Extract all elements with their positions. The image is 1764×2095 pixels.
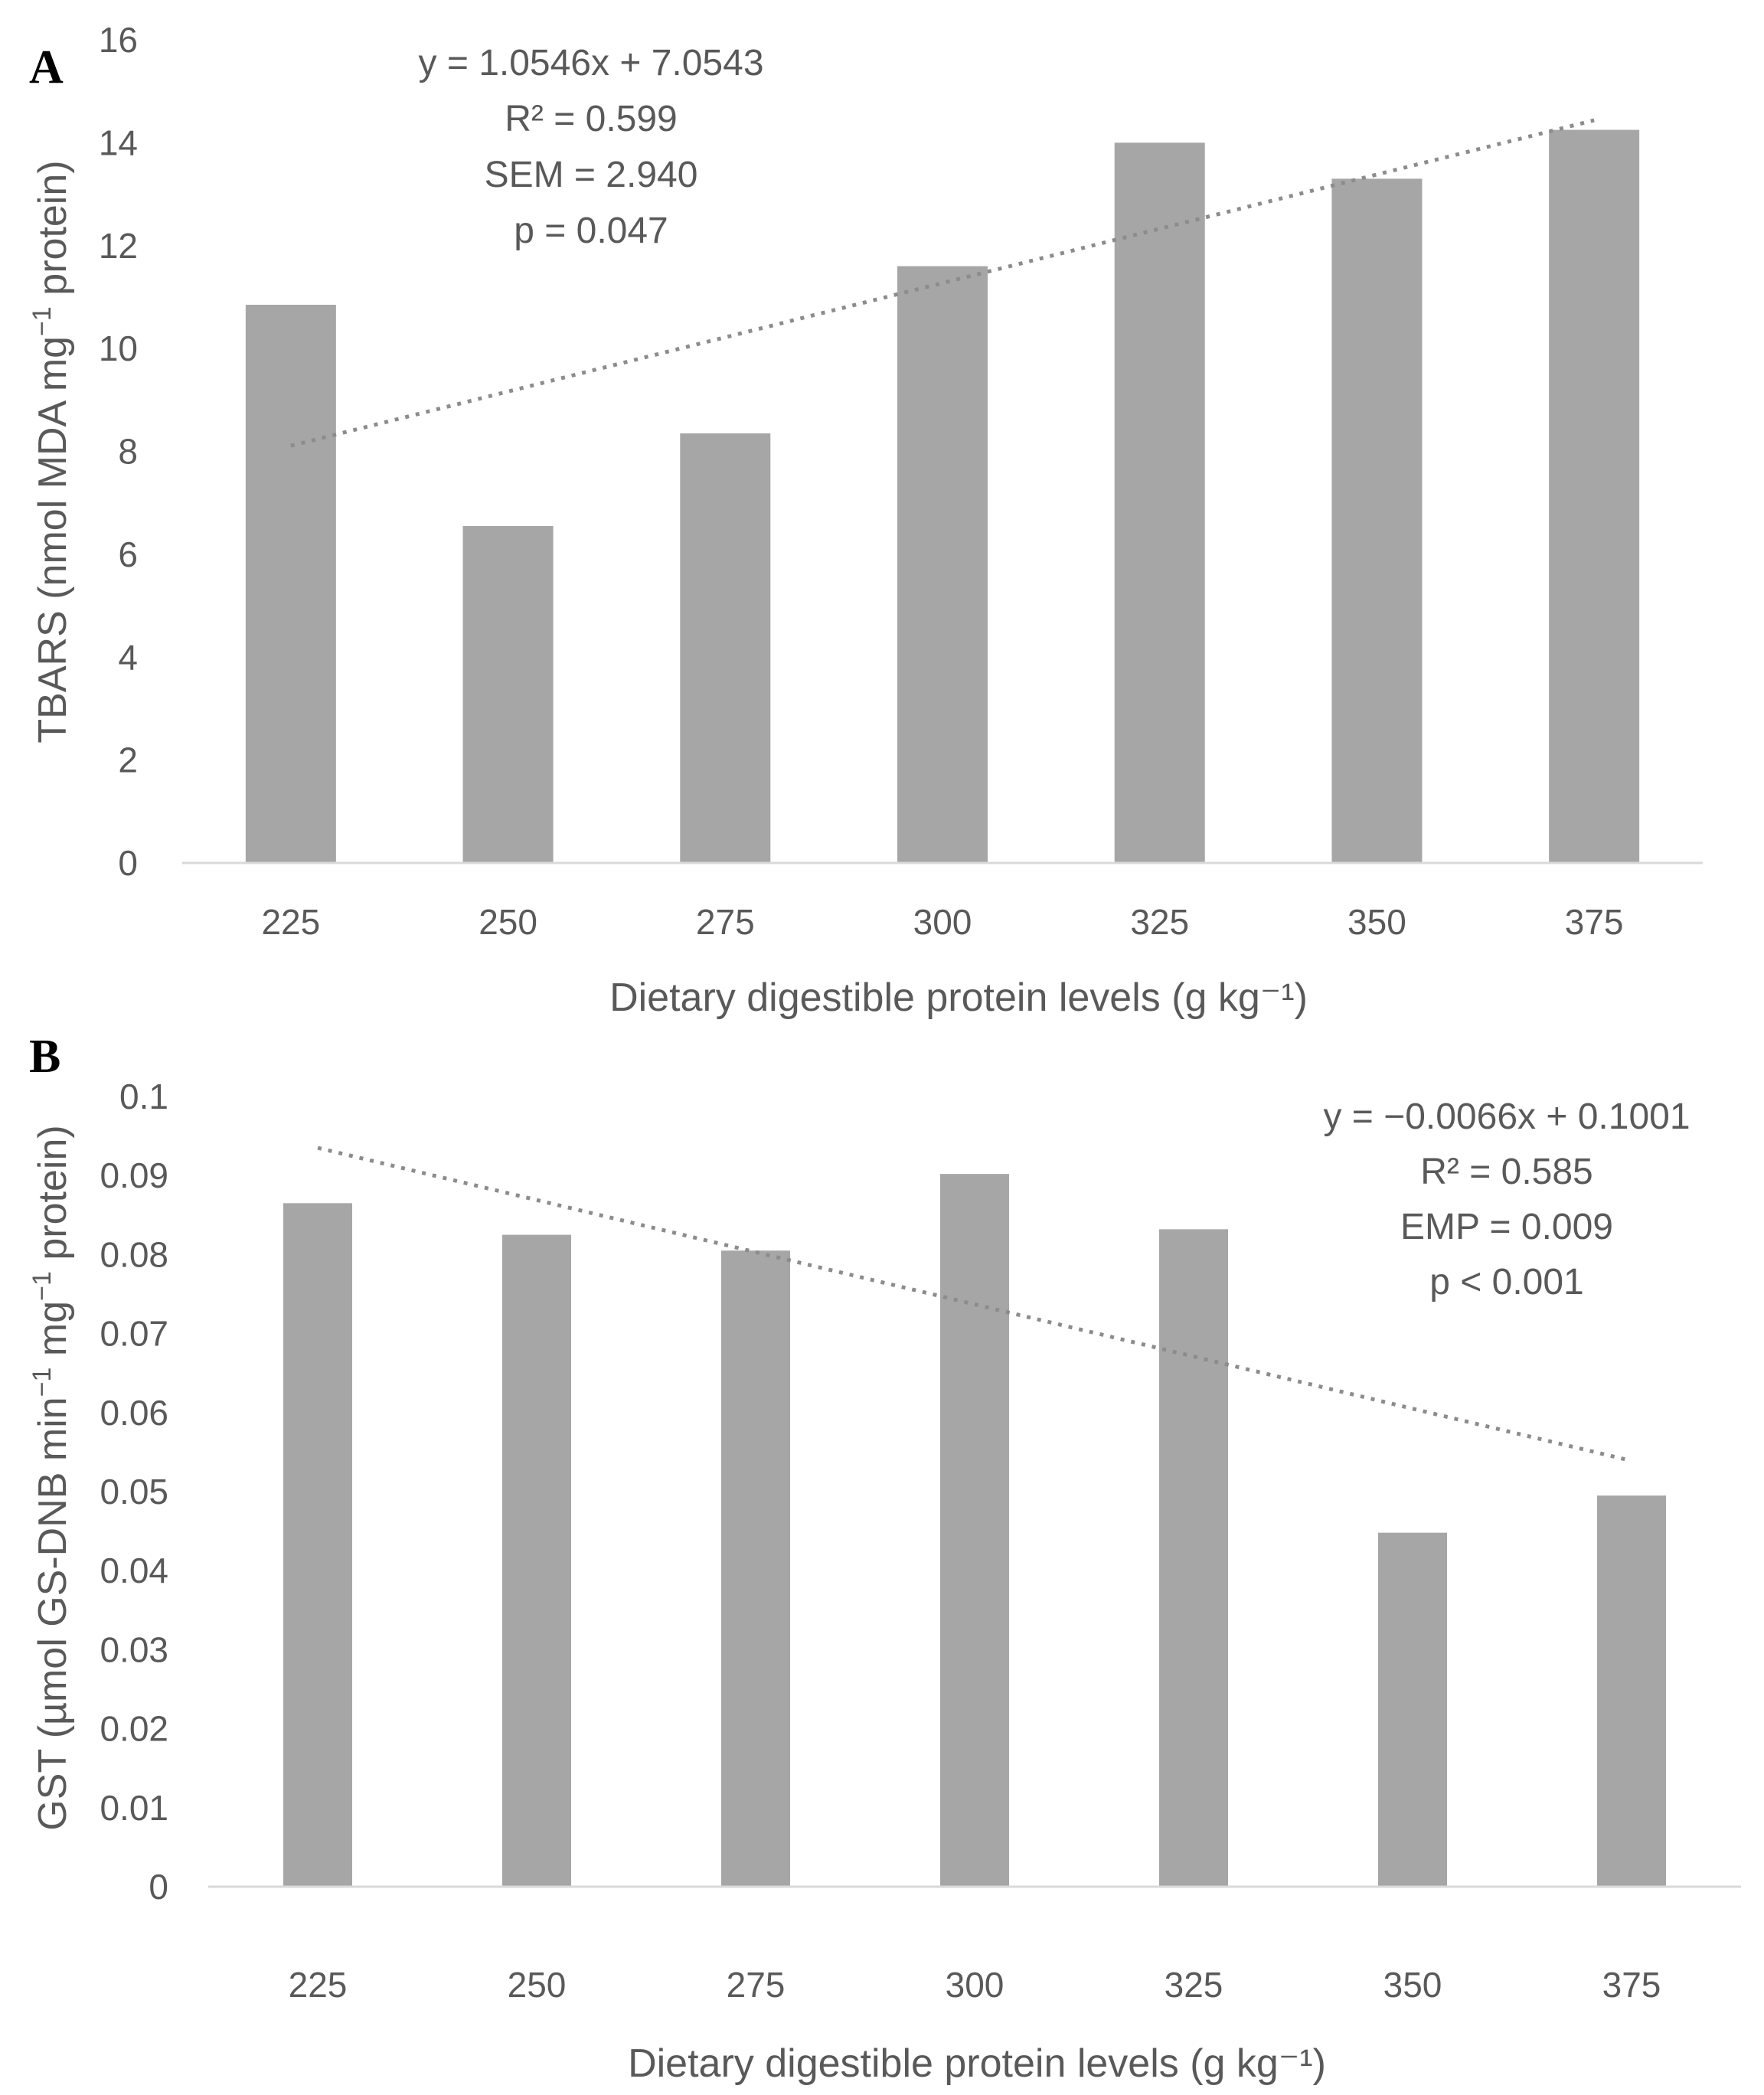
annotation-line: R² = 0.599: [505, 99, 677, 139]
bar-350: [1378, 1532, 1447, 1887]
y-tick-label: 12: [99, 226, 138, 266]
x-tick-label: 325: [1165, 1965, 1223, 2005]
annotation-line: p = 0.047: [514, 211, 668, 251]
annotation-line: R² = 0.585: [1420, 1152, 1592, 1192]
bar-250: [462, 525, 554, 863]
bar-250: [502, 1234, 571, 1887]
chart-panel-a: A 0 2 4 6 8 10 12 14 16 225 250 275 300 325 350 375 y …: [28, 20, 1703, 1020]
annotation-line: y = 1.0546x + 7.0543: [418, 43, 763, 83]
bar-225: [245, 305, 336, 863]
y-tick-label: 0: [118, 843, 138, 883]
x-tick-label: 275: [727, 1965, 786, 2005]
annotation-line: SEM = 2.940: [485, 155, 698, 195]
bar-275: [721, 1250, 790, 1887]
y-tick-label: 0.01: [100, 1788, 168, 1828]
bar-275: [680, 433, 771, 863]
x-tick-labels-a: 225 250 275 300 325 350 375: [261, 902, 1623, 942]
x-axis-label-a: Dietary digestible protein levels (g kg⁻…: [609, 976, 1308, 1020]
annotation-line: EMP = 0.009: [1400, 1207, 1613, 1247]
y-tick-label: 16: [99, 20, 138, 60]
x-tick-labels-b: 225 250 275 300 325 350 375: [289, 1965, 1661, 2005]
y-tick-label: 0.1: [119, 1077, 168, 1116]
y-axis-label-b: GST (µmol GS-DNB min−1 mg−1 protein): [28, 1125, 75, 1830]
y-tick-label: 8: [118, 432, 138, 472]
y-tick-label: 0: [149, 1867, 168, 1907]
y-axis-label-a: TBARS (nmol MDA mg−1 protein): [28, 160, 75, 743]
y-tick-labels-a: 0 2 4 6 8 10 12 14 16: [99, 20, 138, 883]
y-tick-labels-b: 0 0.01 0.02 0.03 0.04 0.05 0.06 0.07 0.08 0.09 0.1: [100, 1077, 168, 1907]
x-tick-label: 300: [913, 902, 972, 942]
x-axis-label-b: Dietary digestible protein levels (g kg⁻…: [628, 2041, 1326, 2086]
y-tick-label: 0.03: [100, 1629, 168, 1669]
bar-350: [1331, 178, 1423, 863]
x-tick-label: 225: [261, 902, 320, 942]
y-tick-label: 4: [118, 637, 138, 677]
bars-b: [283, 1174, 1666, 1887]
bar-325: [1159, 1229, 1228, 1887]
chart-panel-b: B 00.010.020.030.040.050.060.070.080.090…: [28, 1031, 1741, 2086]
y-tick-label: 14: [99, 123, 138, 162]
annotation-line: y = −0.0066x + 0.1001: [1323, 1097, 1690, 1137]
regression-annotation-a: y = 1.0546x + 7.0543 R² = 0.599 SEM = 2.94…: [418, 43, 763, 251]
y-tick-label: 6: [118, 534, 138, 574]
x-tick-label: 300: [946, 1965, 1004, 2005]
bar-375: [1549, 129, 1640, 863]
x-tick-label: 325: [1130, 902, 1189, 942]
y-tick-label: 2: [118, 740, 138, 780]
x-tick-label: 375: [1565, 902, 1624, 942]
bar-225: [283, 1203, 352, 1887]
panel-label-b: B: [29, 1031, 60, 1083]
panel-label-a: A: [29, 41, 64, 93]
x-tick-label: 250: [479, 902, 537, 942]
x-tick-label: 275: [696, 902, 755, 942]
y-tick-label: 0.08: [100, 1234, 168, 1274]
bar-300: [940, 1174, 1009, 1887]
y-tick-label: 0.09: [100, 1155, 168, 1195]
bar-375: [1597, 1495, 1666, 1887]
bar-300: [897, 266, 988, 863]
bars-a: [245, 129, 1640, 863]
bar-325: [1114, 142, 1205, 863]
y-tick-label: 0.06: [100, 1393, 168, 1433]
y-tick-label: 10: [99, 328, 138, 368]
x-tick-label: 350: [1348, 902, 1406, 942]
y-tick-label: 0.05: [100, 1472, 168, 1512]
annotation-line: p < 0.001: [1429, 1262, 1584, 1302]
y-tick-label: 0.04: [100, 1551, 168, 1590]
x-tick-label: 250: [508, 1965, 567, 2005]
regression-annotation-b: y = −0.0066x + 0.1001 R² = 0.585 EMP = 0.0…: [1323, 1097, 1690, 1302]
x-tick-label: 375: [1602, 1965, 1661, 2005]
y-tick-label: 0.02: [100, 1709, 168, 1749]
x-tick-label: 350: [1383, 1965, 1442, 2005]
y-tick-label: 0.07: [100, 1314, 168, 1354]
x-tick-label: 225: [289, 1965, 348, 2005]
